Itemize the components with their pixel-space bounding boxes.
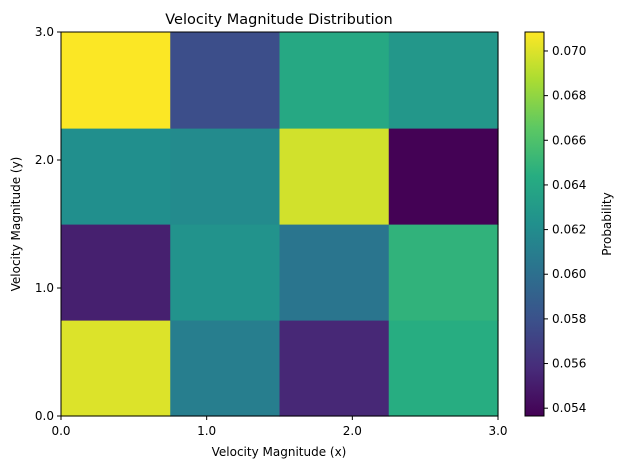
heatmap-cell: [170, 320, 281, 417]
chart-title: Velocity Magnitude Distribution: [165, 12, 393, 28]
x-tick-label: 0.0: [51, 424, 70, 438]
x-tick-label: 2.0: [343, 424, 362, 438]
colorbar-tick-label: 0.054: [552, 401, 586, 415]
y-tick-label: 1.0: [35, 281, 54, 295]
y-tick-label: 2.0: [35, 153, 54, 167]
colorbar: [524, 31, 545, 417]
heatmap-cell: [279, 320, 390, 417]
colorbar-label: Probability: [600, 192, 614, 255]
y-axis-label: Velocity Magnitude (y): [9, 157, 23, 292]
colorbar-tick-label: 0.060: [552, 267, 586, 281]
heatmap-cell: [279, 128, 390, 225]
colorbar-tick-label: 0.066: [552, 133, 586, 147]
heatmap-cell: [170, 224, 281, 321]
colorbar-tick-label: 0.070: [552, 44, 586, 58]
heatmap-cell: [61, 224, 171, 321]
heatmap-cell: [388, 128, 499, 225]
plot-frame: [60, 31, 499, 417]
colorbar-tick-label: 0.068: [552, 89, 586, 103]
heatmap-cell: [170, 32, 281, 129]
colorbar-tick-label: 0.056: [552, 357, 586, 371]
x-axis-label: Velocity Magnitude (x): [212, 445, 347, 459]
colorbar-tick-label: 0.062: [552, 223, 586, 237]
heatmap-cells: [61, 32, 499, 417]
heatmap-cell: [61, 128, 171, 225]
x-tick-label: 3.0: [488, 424, 507, 438]
heatmap-cell: [61, 320, 171, 417]
heatmap-cell: [170, 128, 281, 225]
colorbar-ticks: 0.054 0.056 0.058 0.060 0.062 0.064 0.066 0.068…: [544, 44, 586, 415]
heatmap-cell: [388, 224, 499, 321]
heatmap-cell: [388, 320, 499, 417]
heatmap-cell: [61, 32, 171, 129]
y-tick-label: 3.0: [35, 25, 54, 39]
x-axis-ticks: 0.0 1.0 2.0 3.0: [51, 416, 508, 438]
colorbar-tick-label: 0.058: [552, 312, 586, 326]
x-tick-label: 1.0: [197, 424, 216, 438]
heatmap-cell: [388, 32, 499, 129]
y-tick-label: 0.0: [35, 409, 54, 423]
colorbar-tick-label: 0.064: [552, 178, 586, 192]
y-axis-ticks: 0.0 1.0 2.0 3.0: [35, 25, 61, 423]
heatmap-cell: [279, 224, 390, 321]
heatmap-cell: [279, 32, 390, 129]
